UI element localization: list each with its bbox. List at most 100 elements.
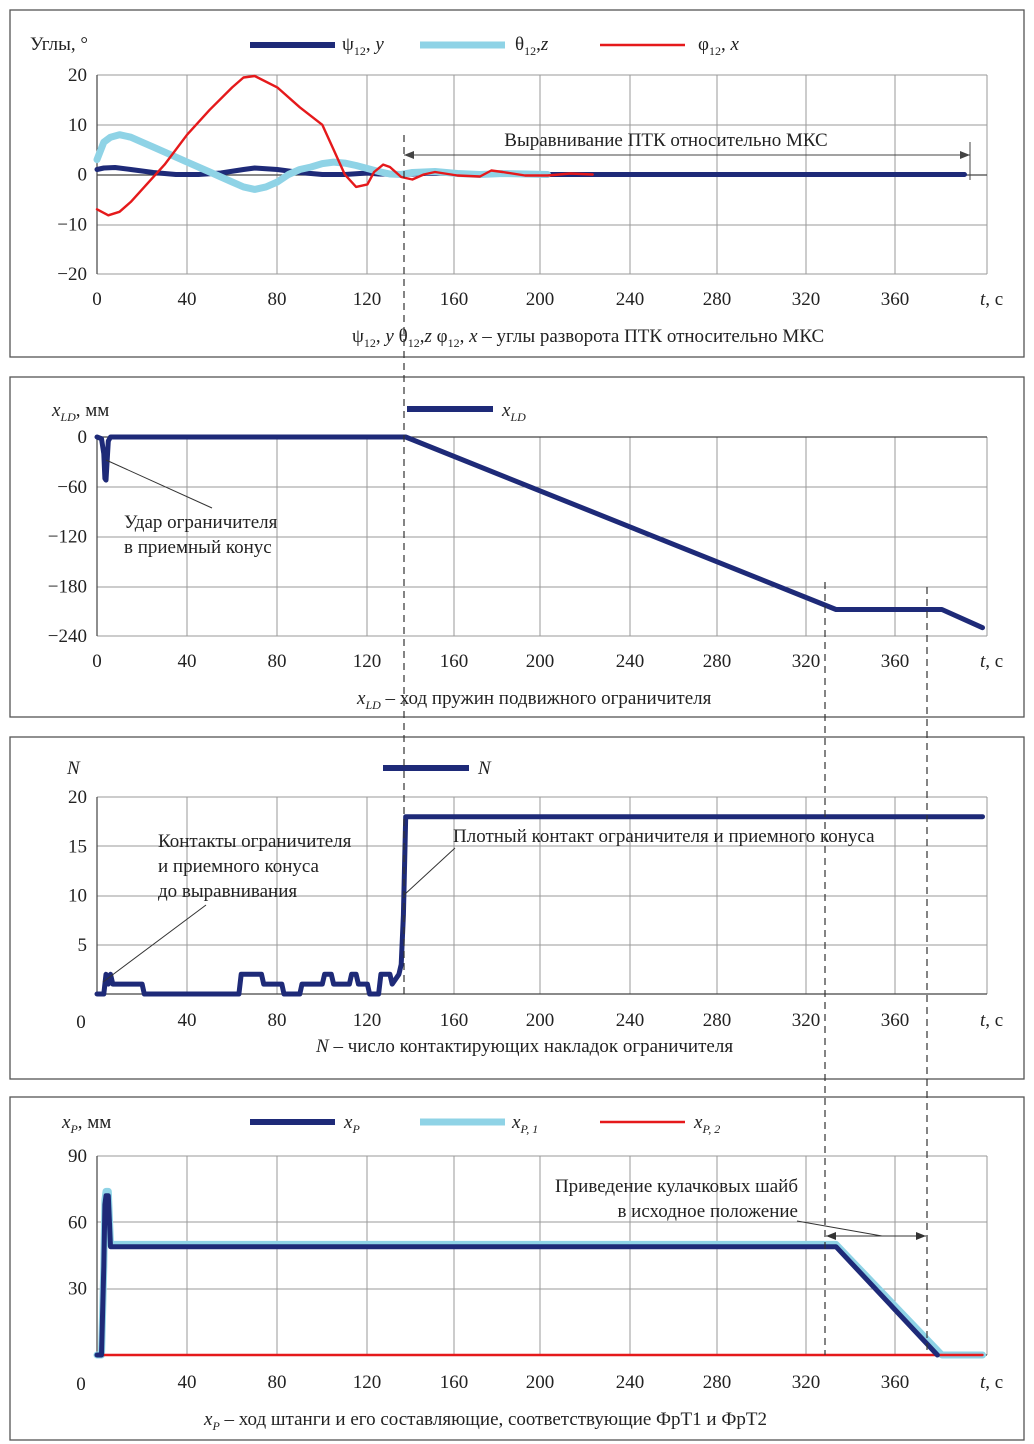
series-line: [94, 434, 985, 631]
panel-rod-stroke: 90 60 30 0 40 80 120 160 200 240 280 320 360 t, c xP, …: [9, 1096, 1025, 1441]
annotation-leader: [796, 1220, 883, 1237]
series-line: [94, 814, 985, 997]
chart-caption: N – число контактирующих накладок ограни…: [315, 1036, 733, 1057]
y-axis-label: xP, мм: [61, 1112, 111, 1136]
series-line: [94, 1193, 940, 1358]
y-tick-label: 5: [78, 935, 88, 956]
legend-label: xP, 1: [511, 1112, 538, 1136]
x-tick-label: 240: [616, 651, 645, 672]
x-tick-label: 280: [703, 289, 732, 310]
annotation-text: и приемного конуса: [158, 856, 320, 877]
y-tick-label: −180: [48, 576, 87, 597]
y-tick-label: 90: [68, 1146, 87, 1167]
x-tick-label: 360: [881, 651, 910, 672]
x-tick-label: 240: [616, 1372, 645, 1393]
arrow-head: [404, 151, 414, 159]
x-tick-label: 320: [792, 651, 821, 672]
x-tick-label: 320: [792, 1372, 821, 1393]
x-tick-label: 360: [881, 1010, 910, 1031]
annotation-text: Выравнивание ПТК относительно МКС: [504, 130, 827, 151]
annotation-leader: [403, 847, 456, 896]
x-tick-label: 120: [353, 651, 382, 672]
x-tick-label: 200: [526, 1010, 555, 1031]
panel-frame: [9, 9, 1025, 358]
legend-label: N: [477, 758, 492, 779]
x-tick-label: 80: [268, 1372, 287, 1393]
x-axis-label: t, c: [980, 1010, 1003, 1031]
x-tick-label: 0: [92, 289, 102, 310]
x-tick-label: 200: [526, 289, 555, 310]
x-tick-label: 80: [268, 651, 287, 672]
x-tick-label: 0: [76, 1374, 86, 1395]
annotation-text: в приемный конус: [124, 537, 272, 558]
annotation-text: Контакты ограничителя: [158, 831, 352, 852]
x-tick-label: 160: [440, 1010, 469, 1031]
y-tick-label: −60: [57, 477, 87, 498]
y-tick-label: 10: [68, 886, 87, 907]
chart-caption: xP – ход штанги и его составляющие, соот…: [203, 1409, 767, 1433]
x-tick-label: 40: [178, 1372, 197, 1393]
cross-panel-markers: [403, 135, 928, 1355]
x-tick-label: 320: [792, 1010, 821, 1031]
y-axis-label: N: [66, 758, 81, 779]
x-tick-label: 280: [703, 1010, 732, 1031]
x-tick-label: 160: [440, 1372, 469, 1393]
x-tick-label: 240: [616, 1010, 645, 1031]
x-tick-label: 120: [353, 1372, 382, 1393]
x-axis-label: t, c: [980, 289, 1003, 310]
y-tick-label: 20: [68, 65, 87, 86]
annotation-text: до выравнивания: [158, 881, 297, 902]
x-tick-label: 0: [92, 651, 102, 672]
arrow-head: [916, 1232, 926, 1240]
x-tick-label: 200: [526, 651, 555, 672]
annotation-text: Удар ограничителя: [124, 512, 278, 533]
y-tick-label: 30: [68, 1279, 87, 1300]
y-tick-label: 60: [68, 1212, 87, 1233]
x-tick-label: 160: [440, 651, 469, 672]
x-tick-label: 120: [353, 1010, 382, 1031]
y-tick-label: −120: [48, 527, 87, 548]
y-tick-label: −20: [57, 264, 87, 285]
annotation-text: в исходное положение: [617, 1201, 798, 1222]
legend-label: θ12,z: [515, 34, 549, 58]
y-tick-label: −10: [57, 214, 87, 235]
legend-label: φ12, x: [698, 34, 739, 58]
x-tick-label: 80: [268, 289, 287, 310]
arrow-head: [960, 151, 970, 159]
x-tick-label: 360: [881, 1372, 910, 1393]
x-tick-label: 0: [76, 1012, 86, 1033]
annotation-leader: [102, 904, 207, 983]
x-tick-label: 320: [792, 289, 821, 310]
x-tick-label: 40: [178, 651, 197, 672]
annotation-leader: [105, 459, 213, 509]
y-axis-label: xLD, мм: [51, 400, 109, 424]
x-tick-label: 40: [178, 289, 197, 310]
chart-caption: ψ12, y θ12,z φ12, x – углы разворота ПТК…: [352, 326, 824, 350]
x-tick-label: 280: [703, 1372, 732, 1393]
panel-frame: [9, 376, 1025, 718]
y-tick-label: 0: [78, 427, 88, 448]
legend-label: ψ12, y: [342, 34, 384, 58]
x-tick-label: 240: [616, 289, 645, 310]
series-line: [93, 131, 552, 193]
arrow-head: [826, 1232, 836, 1240]
x-tick-label: 360: [881, 289, 910, 310]
y-tick-label: 0: [78, 165, 88, 186]
y-tick-label: 20: [68, 787, 87, 808]
panel-contacts: 20 15 10 5 0 40 80 120 160 200 240 280 320 360 t, c N N К…: [9, 736, 1025, 1080]
x-tick-label: 160: [440, 289, 469, 310]
annotation-text: Плотный контакт ограничителя и приемного…: [453, 826, 875, 847]
x-tick-label: 120: [353, 289, 382, 310]
x-axis-label: t, c: [980, 651, 1003, 672]
y-tick-label: 10: [68, 115, 87, 136]
x-tick-label: 40: [178, 1010, 197, 1031]
y-axis-label: Углы, °: [30, 34, 88, 55]
x-tick-label: 200: [526, 1372, 555, 1393]
series-line: [95, 74, 594, 217]
y-tick-label: −240: [48, 626, 87, 647]
annotation-text: Приведение кулачковых шайб: [555, 1176, 798, 1197]
y-tick-label: 15: [68, 836, 87, 857]
